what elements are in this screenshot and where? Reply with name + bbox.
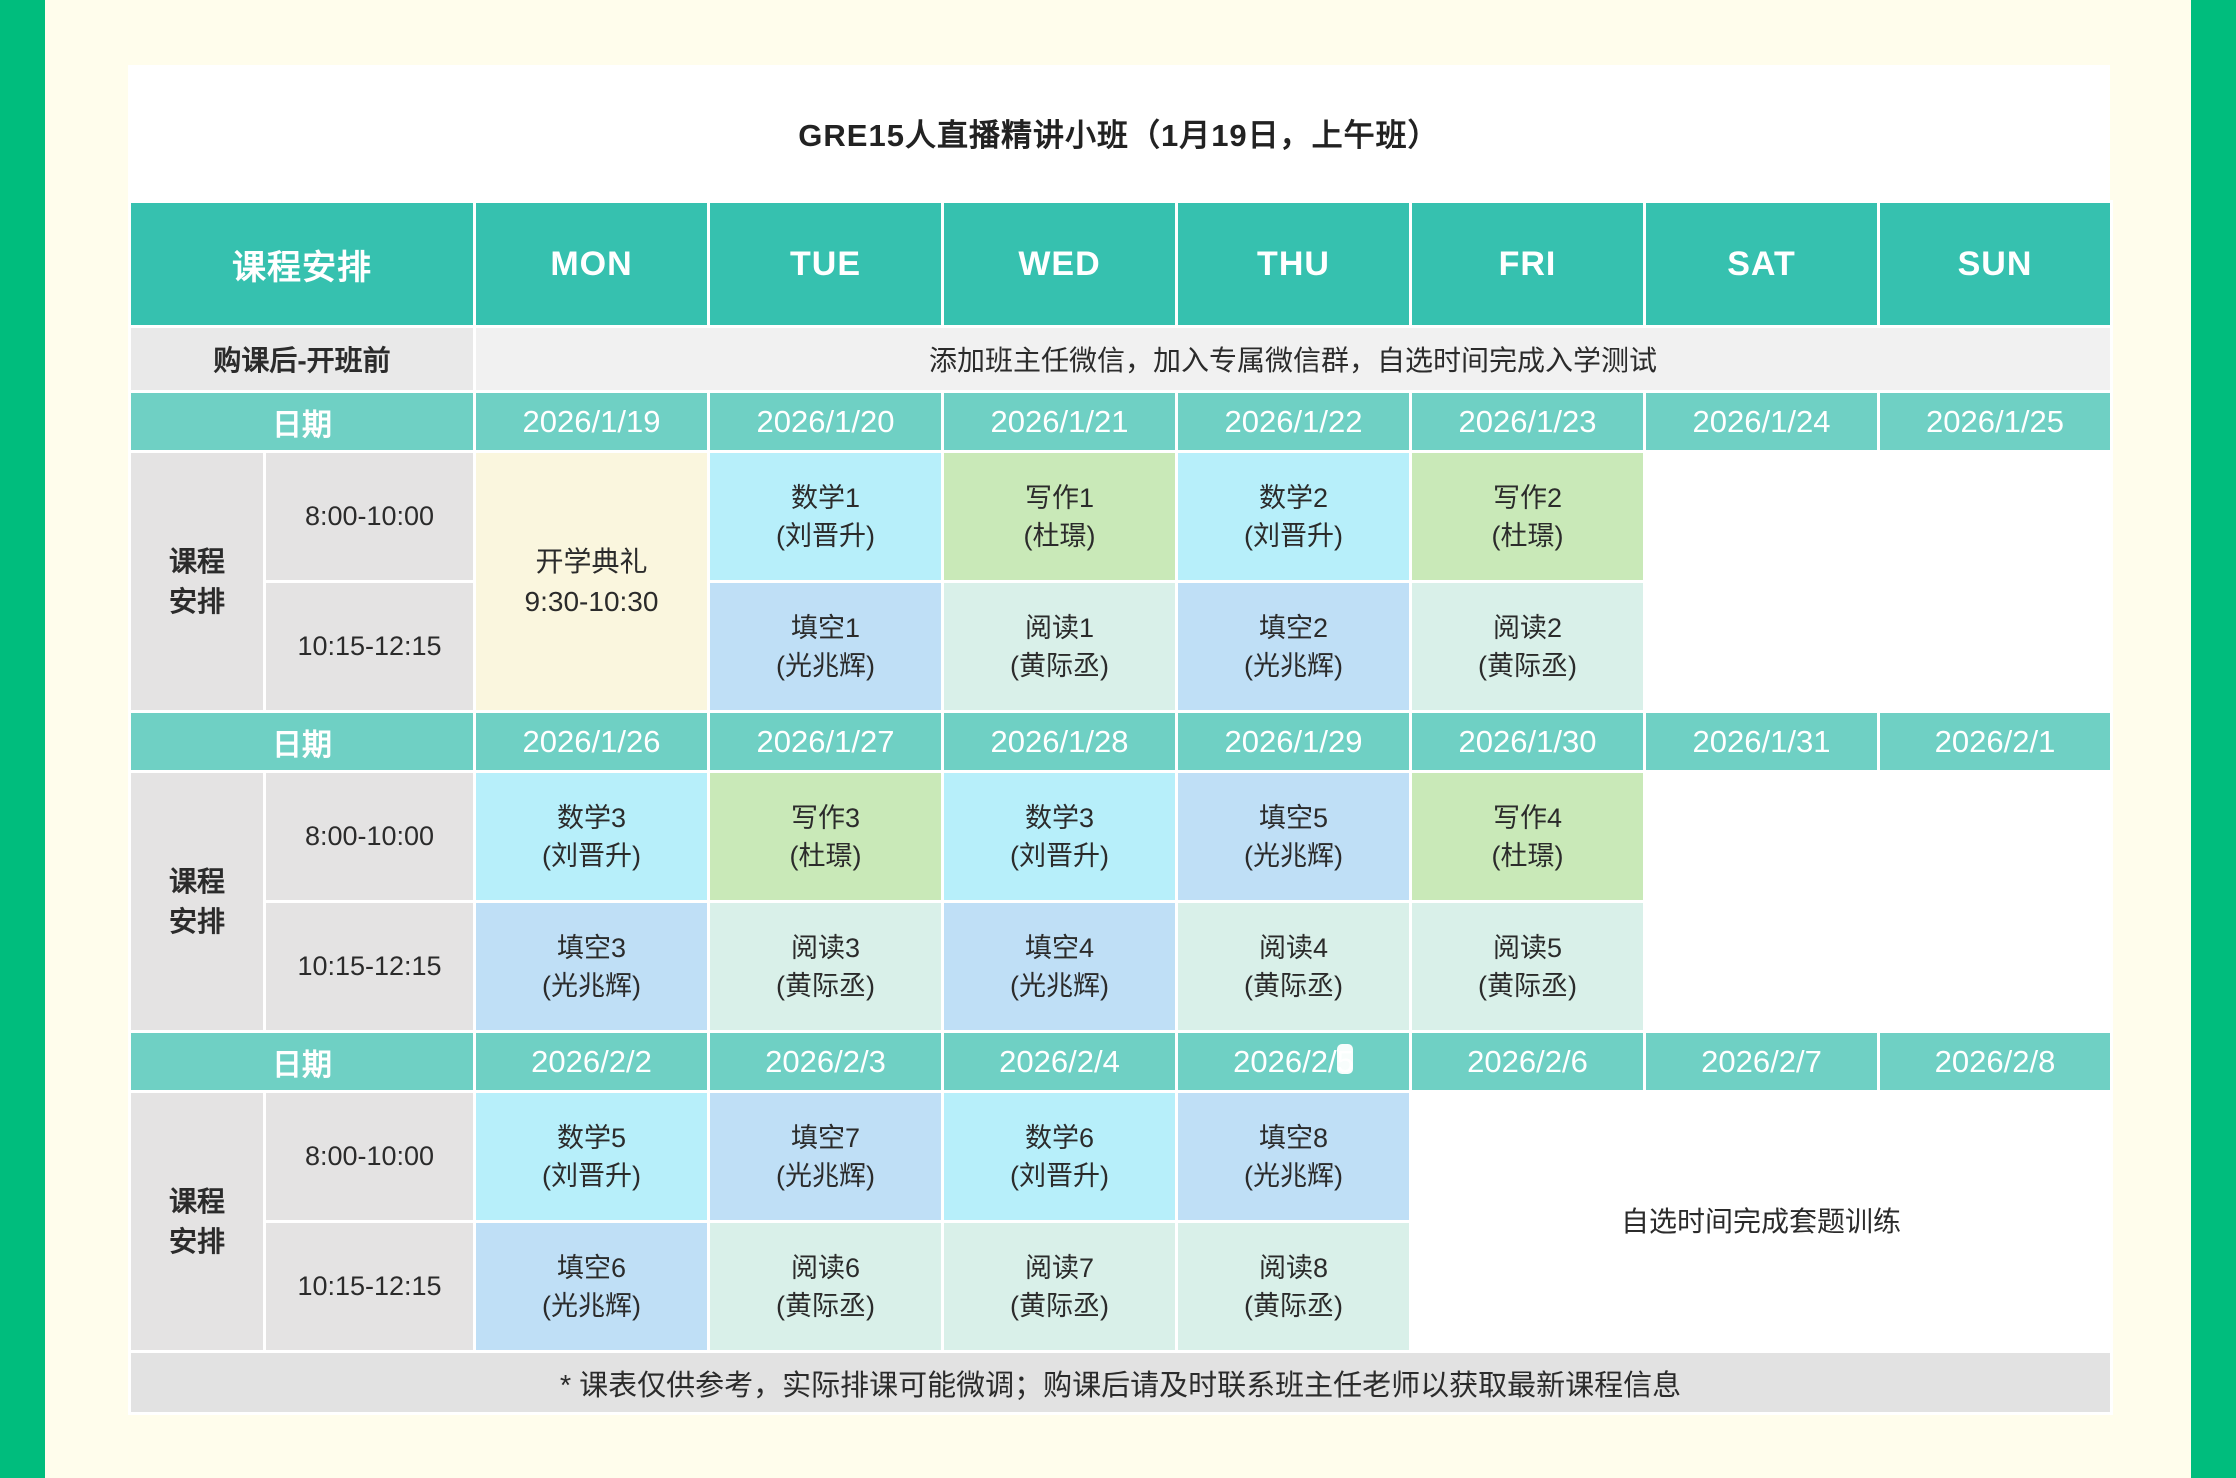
course-cell-w2-mon-am: 数学3 (刘晋升) bbox=[473, 770, 710, 903]
course-cell-w2-wed-late: 填空4 (光兆辉) bbox=[941, 900, 1178, 1033]
time-cell-w1-late: 10:15-12:15 bbox=[263, 580, 476, 713]
course-cell-w1-tue-am: 数学1 (刘晋升) bbox=[707, 450, 944, 583]
time-cell-w1-am: 8:00-10:00 bbox=[263, 450, 476, 583]
pre-class-row: 购课后-开班前 添加班主任微信，加入专属微信群，自选时间完成入学测试 bbox=[128, 325, 2113, 393]
week3-date-row: 日期 2026/2/2 2026/2/3 2026/2/4 2026/2/5 2… bbox=[128, 1030, 2113, 1093]
week1-label: 课程 安排 bbox=[128, 450, 266, 713]
course-cell-w1-thu-am: 数学2 (刘晋升) bbox=[1175, 450, 1412, 583]
date-cell-w2-tue: 2026/1/27 bbox=[707, 710, 944, 773]
schedule-card: GRE15人直播精讲小班（1月19日，上午班） 课程安排 MON TUE WED… bbox=[128, 65, 2113, 1415]
course-cell-w1-wed-am: 写作1 (杜璟) bbox=[941, 450, 1178, 583]
ceremony-cell-w1-mon: 开学典礼 9:30-10:30 bbox=[473, 450, 710, 713]
schedule-header: 课程安排 bbox=[128, 200, 476, 328]
date-cell-w3-wed: 2026/2/4 bbox=[941, 1030, 1178, 1093]
date-cell-w2-sat: 2026/1/31 bbox=[1643, 710, 1880, 773]
date-cell-w1-fri: 2026/1/23 bbox=[1409, 390, 1646, 453]
day-header-thu: THU bbox=[1175, 200, 1412, 328]
course-cell-w2-fri-am: 写作4 (杜璟) bbox=[1409, 770, 1646, 903]
week2-label: 课程 安排 bbox=[128, 770, 266, 1033]
training-cell: 自选时间完成套题训练 bbox=[1409, 1090, 2113, 1353]
date-cell-w3-tue: 2026/2/3 bbox=[707, 1030, 944, 1093]
date-cell-w3-mon: 2026/2/2 bbox=[473, 1030, 710, 1093]
course-cell-w2-mon-late: 填空3 (光兆辉) bbox=[473, 900, 710, 1033]
date-cell-w3-sat: 2026/2/7 bbox=[1643, 1030, 1880, 1093]
day-header-tue: TUE bbox=[707, 200, 944, 328]
cursor-artifact bbox=[1337, 1044, 1353, 1074]
course-cell-w1-tue-late: 填空1 (光兆辉) bbox=[707, 580, 944, 713]
date-cell-w1-sun: 2026/1/25 bbox=[1877, 390, 2113, 453]
time-cell-w2-am: 8:00-10:00 bbox=[263, 770, 476, 903]
day-header-fri: FRI bbox=[1409, 200, 1646, 328]
right-accent-bar bbox=[2191, 0, 2236, 1478]
date-cell-w1-thu: 2026/1/22 bbox=[1175, 390, 1412, 453]
course-cell-w3-mon-late: 填空6 (光兆辉) bbox=[473, 1220, 710, 1353]
date-label: 日期 bbox=[128, 1030, 476, 1093]
course-cell-w2-thu-am: 填空5 (光兆辉) bbox=[1175, 770, 1412, 903]
course-cell-w1-thu-late: 填空2 (光兆辉) bbox=[1175, 580, 1412, 713]
week1-date-row: 日期 2026/1/19 2026/1/20 2026/1/21 2026/1/… bbox=[128, 390, 2113, 453]
week2-late-row: 10:15-12:15 填空3 (光兆辉) 阅读3 (黄际丞) 填空4 (光兆辉… bbox=[130, 900, 2112, 1033]
empty-cell-w1-sat bbox=[1643, 450, 1880, 713]
course-cell-w2-fri-late: 阅读5 (黄际丞) bbox=[1409, 900, 1646, 1033]
pre-class-message: 添加班主任微信，加入专属微信群，自选时间完成入学测试 bbox=[473, 325, 2113, 393]
date-label: 日期 bbox=[128, 390, 476, 453]
empty-cell-w1-sun bbox=[1877, 450, 2113, 713]
course-cell-w3-thu-am: 填空8 (光兆辉) bbox=[1175, 1090, 1412, 1223]
footnote-row: * 课表仅供参考，实际排课可能微调；购课后请及时联系班主任老师以获取最新课程信息 bbox=[128, 1350, 2113, 1415]
time-cell-w2-late: 10:15-12:15 bbox=[263, 900, 476, 1033]
course-cell-w3-tue-am: 填空7 (光兆辉) bbox=[707, 1090, 944, 1223]
course-cell-w3-tue-late: 阅读6 (黄际丞) bbox=[707, 1220, 944, 1353]
date-cell-w2-sun: 2026/2/1 bbox=[1877, 710, 2113, 773]
week1-morning-row: 课程 安排 8:00-10:00 开学典礼 9:30-10:30 数学1 (刘晋… bbox=[128, 450, 2113, 713]
empty-cell-w2-sat bbox=[1643, 770, 1880, 1033]
header-row: 课程安排 MON TUE WED THU FRI SAT SUN bbox=[128, 200, 2113, 328]
course-cell-w1-wed-late: 阅读1 (黄际丞) bbox=[941, 580, 1178, 713]
day-header-sat: SAT bbox=[1643, 200, 1880, 328]
schedule-table: 课程安排 MON TUE WED THU FRI SAT SUN 购课后-开班前… bbox=[128, 200, 2113, 1415]
week1-late-row: 10:15-12:15 填空1 (光兆辉) 阅读1 (黄际丞) 填空2 (光兆辉… bbox=[130, 580, 2112, 713]
course-cell-w2-tue-am: 写作3 (杜璟) bbox=[707, 770, 944, 903]
week2-date-row: 日期 2026/1/26 2026/1/27 2026/1/28 2026/1/… bbox=[128, 710, 2113, 773]
date-label: 日期 bbox=[128, 710, 476, 773]
page-title: GRE15人直播精讲小班（1月19日，上午班） bbox=[798, 118, 1440, 153]
date-cell-w1-wed: 2026/1/21 bbox=[941, 390, 1178, 453]
week3-morning-row: 课程 安排 8:00-10:00 数学5 (刘晋升) 填空7 (光兆辉) 数学6… bbox=[128, 1090, 2113, 1353]
day-header-wed: WED bbox=[941, 200, 1178, 328]
week3-late-row: 10:15-12:15 填空6 (光兆辉) 阅读6 (黄际丞) 阅读7 (黄际丞… bbox=[130, 1220, 2112, 1353]
date-cell-w1-tue: 2026/1/20 bbox=[707, 390, 944, 453]
course-cell-w3-mon-am: 数学5 (刘晋升) bbox=[473, 1090, 710, 1223]
course-cell-w1-fri-am: 写作2 (杜璟) bbox=[1409, 450, 1646, 583]
date-cell-w3-thu: 2026/2/5 bbox=[1175, 1030, 1412, 1093]
date-cell-w1-sat: 2026/1/24 bbox=[1643, 390, 1880, 453]
course-cell-w1-fri-late: 阅读2 (黄际丞) bbox=[1409, 580, 1646, 713]
time-cell-w3-am: 8:00-10:00 bbox=[263, 1090, 476, 1223]
date-cell-w2-fri: 2026/1/30 bbox=[1409, 710, 1646, 773]
week2-morning-row: 课程 安排 8:00-10:00 数学3 (刘晋升) 写作3 (杜璟) 数学3 … bbox=[128, 770, 2113, 1033]
left-accent-bar bbox=[0, 0, 45, 1478]
date-cell-w1-mon: 2026/1/19 bbox=[473, 390, 710, 453]
date-cell-w2-mon: 2026/1/26 bbox=[473, 710, 710, 773]
pre-class-label: 购课后-开班前 bbox=[128, 325, 476, 393]
course-cell-w2-tue-late: 阅读3 (黄际丞) bbox=[707, 900, 944, 1033]
date-cell-w3-sun: 2026/2/8 bbox=[1877, 1030, 2113, 1093]
course-cell-w3-wed-am: 数学6 (刘晋升) bbox=[941, 1090, 1178, 1223]
date-cell-w3-fri: 2026/2/6 bbox=[1409, 1030, 1646, 1093]
course-cell-w2-thu-late: 阅读4 (黄际丞) bbox=[1175, 900, 1412, 1033]
week3-label: 课程 安排 bbox=[128, 1090, 266, 1353]
course-cell-w3-thu-late: 阅读8 (黄际丞) bbox=[1175, 1220, 1412, 1353]
course-cell-w2-wed-am: 数学3 (刘晋升) bbox=[941, 770, 1178, 903]
course-cell-w3-wed-late: 阅读7 (黄际丞) bbox=[941, 1220, 1178, 1353]
footnote: * 课表仅供参考，实际排课可能微调；购课后请及时联系班主任老师以获取最新课程信息 bbox=[128, 1350, 2113, 1415]
time-cell-w3-late: 10:15-12:15 bbox=[263, 1220, 476, 1353]
date-cell-w2-wed: 2026/1/28 bbox=[941, 710, 1178, 773]
empty-cell-w2-sun bbox=[1877, 770, 2113, 1033]
date-cell-w2-thu: 2026/1/29 bbox=[1175, 710, 1412, 773]
day-header-mon: MON bbox=[473, 200, 710, 328]
day-header-sun: SUN bbox=[1877, 200, 2113, 328]
